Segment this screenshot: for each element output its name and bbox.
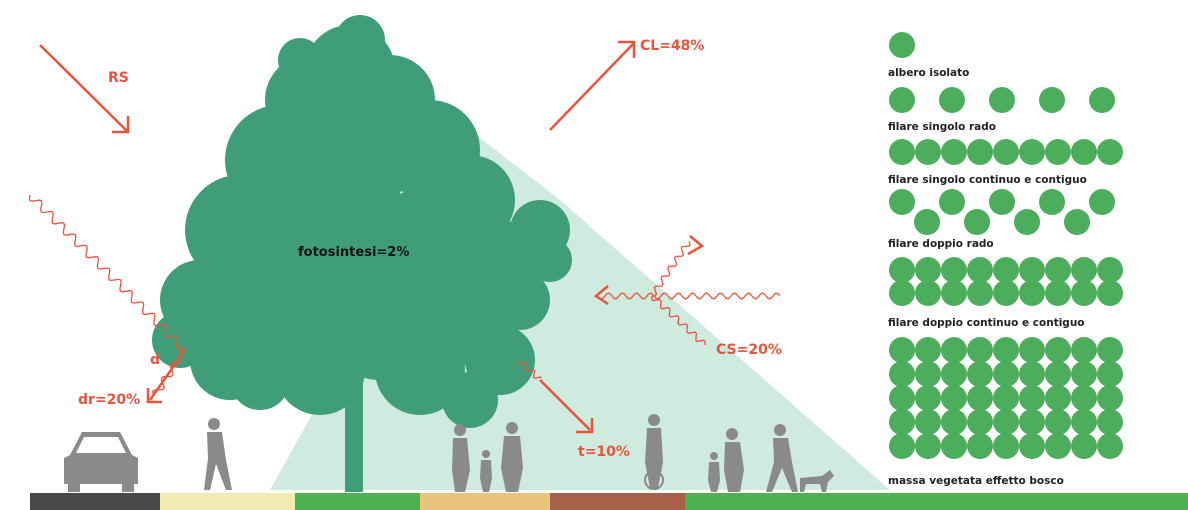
t-label: t=10% [578, 444, 630, 460]
d-label: d [150, 352, 160, 368]
cs-label: CS=20% [716, 342, 782, 358]
ground [30, 493, 1188, 510]
car [64, 432, 138, 492]
legend-label: massa vegetata effetto bosco [888, 475, 1064, 487]
legend-label: filare singolo rado [888, 121, 996, 133]
cl-label: CL=48% [640, 38, 704, 54]
legend-label: filare doppio rado [888, 238, 994, 250]
diagram: RS CL=48% fotosintesi=2% d dr=20% t=10% … [0, 0, 1188, 510]
legend-label: filare singolo continuo e contiguo [888, 174, 1087, 186]
dr-label: dr=20% [78, 392, 140, 408]
rs-label: RS [108, 70, 129, 86]
legend-label: albero isolato [888, 67, 969, 79]
legend-label: filare doppio continuo e contiguo [888, 317, 1085, 329]
photosynthesis-label: fotosintesi=2% [298, 245, 409, 260]
